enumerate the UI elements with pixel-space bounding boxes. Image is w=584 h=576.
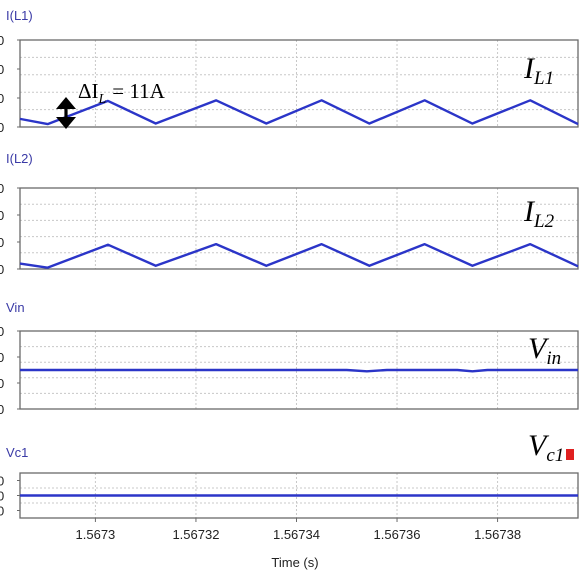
y-tick-label: 0 [0,235,4,250]
series-label-vc1: Vc1 [528,429,564,466]
y-tick-label: 0 [0,62,4,77]
vc1-marker-square [566,449,574,460]
series-label-il2: IL2 [523,195,555,232]
y-tick-label: 0 [0,181,4,196]
y-tick-label: 0 [0,504,4,519]
panel-vc1: 000 [0,472,579,519]
y-tick-label: 0 [0,91,4,106]
x-tick-label: 1.5673 [76,527,116,542]
y-tick-label: 0 [0,350,4,365]
series-label-il1-main: I [523,52,536,85]
panel-il2: 0 0 0 0 [0,181,579,277]
series-label-vin: Vin [528,332,561,369]
panel-vin: 0 0 0 0 [0,324,579,417]
x-axis-ticks: 1.5673 1.56732 1.56734 1.56736 1.56738 [76,518,521,542]
panel-title-il1: I(L1) [6,8,33,23]
y-tick-label: 0 [0,376,4,391]
double-arrow-vertical-icon [56,97,76,129]
panel-title-il2: I(L2) [6,151,33,166]
series-label-il2-sub: L2 [533,211,555,232]
series-label-vin-main: V [528,332,550,365]
y-tick-label: 0 [0,262,4,277]
x-axis-label: Time (s) [271,555,318,570]
x-tick-label: 1.56732 [172,527,219,542]
delta-annotation: ΔIL = 11A [56,79,166,129]
y-tick-label: 0 [0,474,4,489]
y-tick-label: 0 [0,324,4,339]
x-tick-label: 1.56738 [474,527,521,542]
plot-area [20,188,578,269]
delta-label: ΔIL = 11A [78,79,166,107]
series-label-il1-sub: L1 [533,68,554,89]
y-tick-label: 0 [0,208,4,223]
series-line [19,99,579,126]
delta-label-subscript: L [98,92,107,107]
series-label-vc1-sub: c1 [546,445,564,466]
series-label-il2-main: I [523,195,536,228]
series-label-il1: IL1 [523,52,554,89]
delta-label-value: = 11A [112,79,165,103]
plot-frame [19,39,579,128]
panel-title-vc1: Vc1 [6,445,28,460]
x-tick-label: 1.56734 [273,527,320,542]
series-line [20,368,578,373]
series-label-vc1-main: V [528,429,550,462]
delta-label-prefix: ΔI [78,79,99,103]
panel-title-vin: Vin [6,300,25,315]
panel-il1: 0 0 0 0 [0,33,579,135]
series-label-vin-sub: in [546,348,561,369]
y-tick-label: 0 [0,33,4,48]
plot-area [20,40,578,127]
x-tick-label: 1.56736 [374,527,421,542]
series-line [19,242,579,269]
y-tick-label: 0 [0,489,4,504]
plot-frame [19,187,579,270]
y-tick-label: 0 [0,402,4,417]
y-tick-label: 0 [0,120,4,135]
